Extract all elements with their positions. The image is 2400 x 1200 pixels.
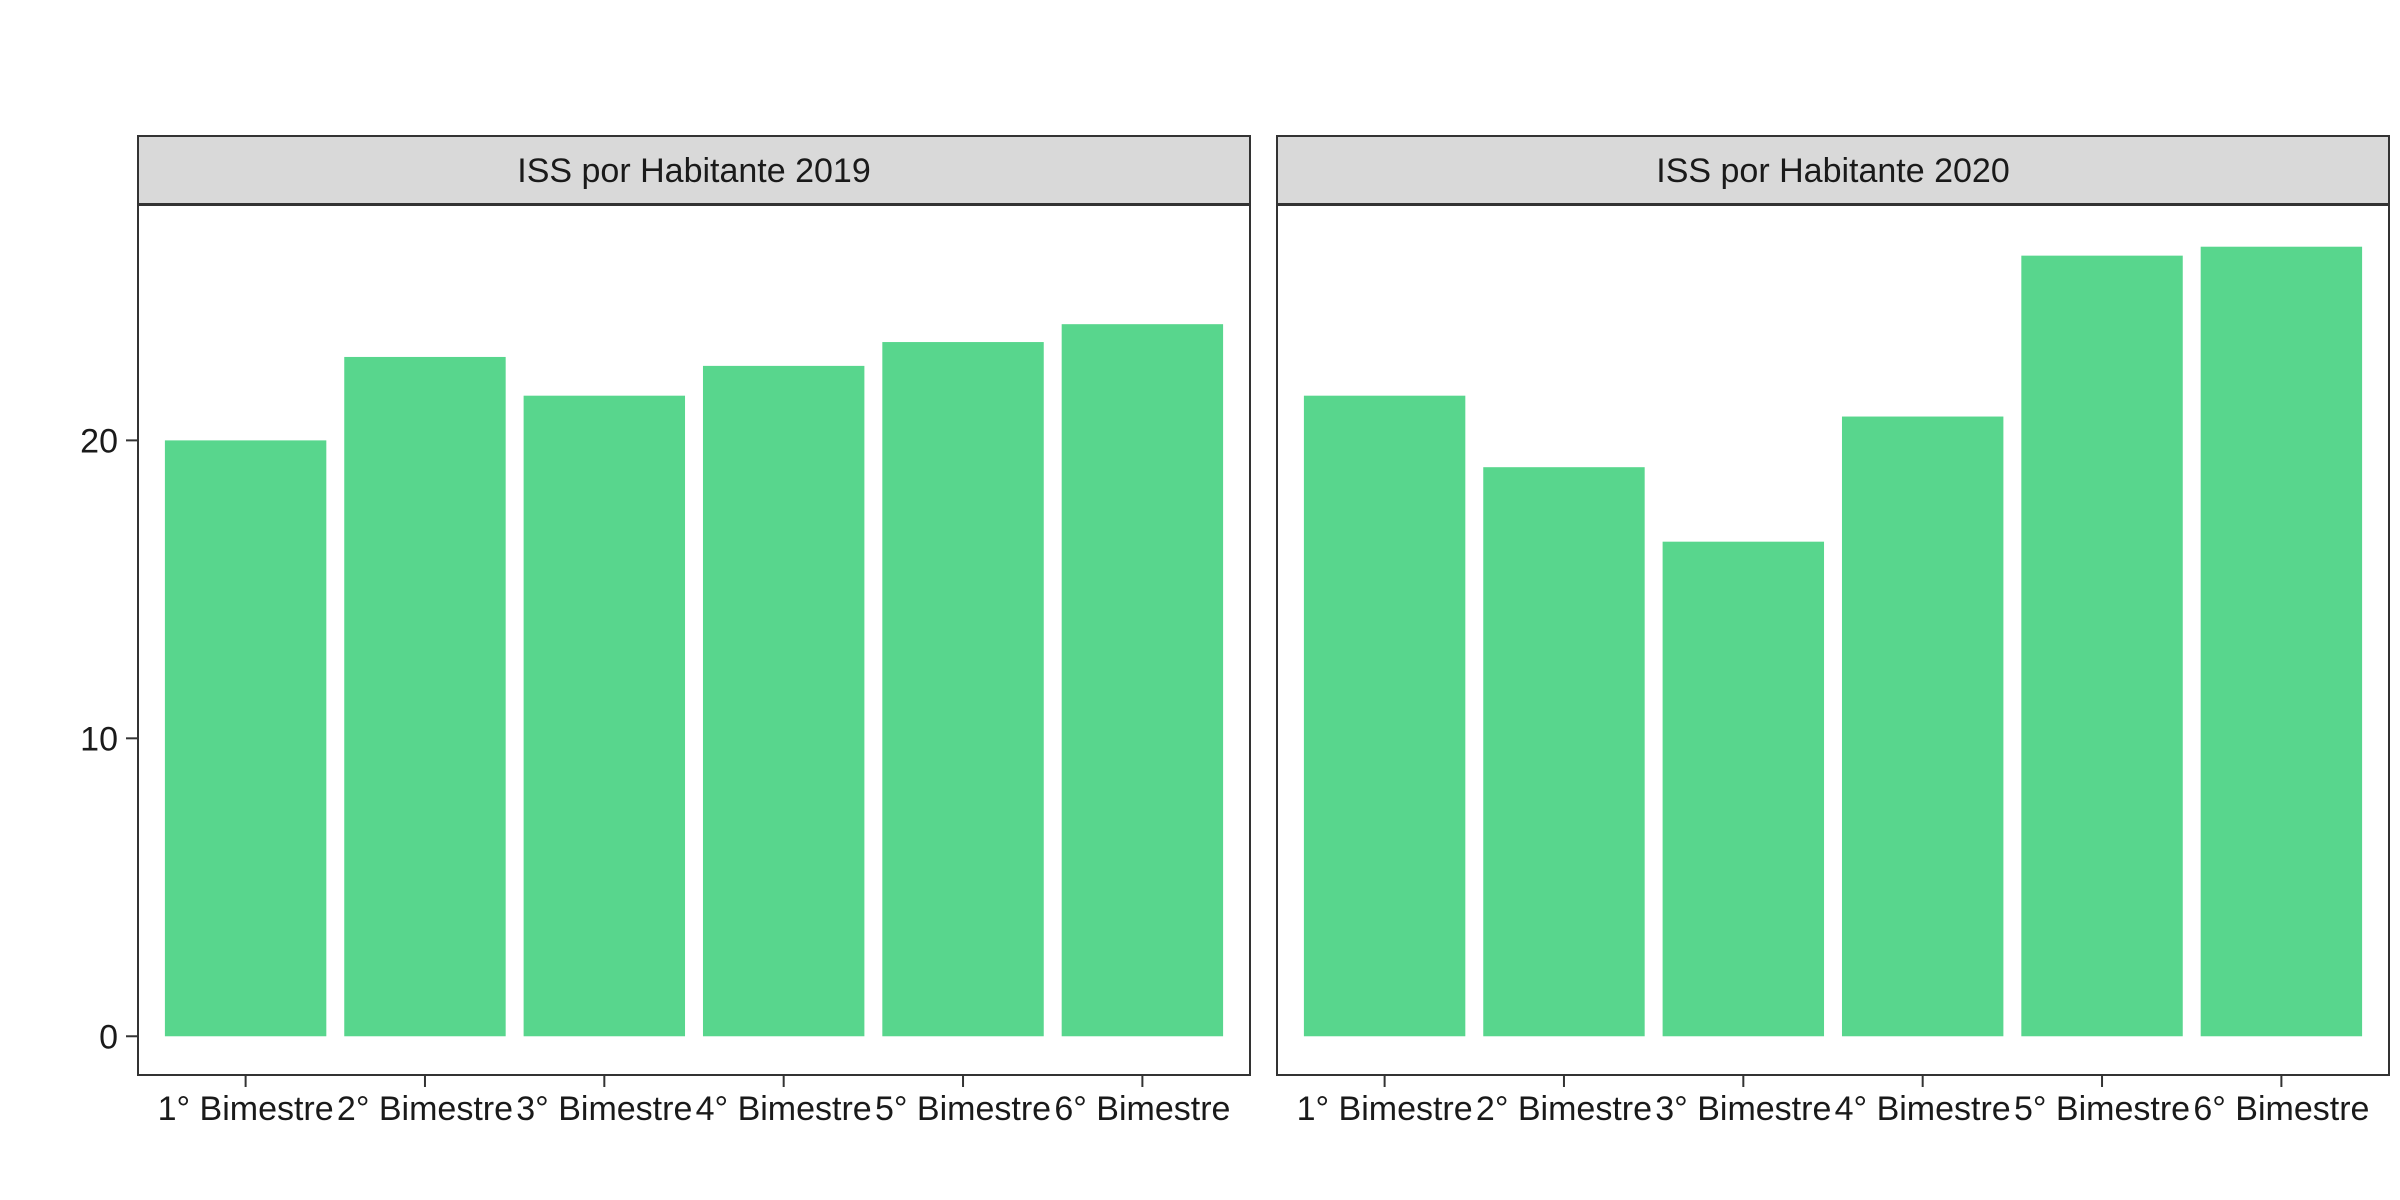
bar — [1483, 467, 1645, 1037]
facet-panel: ISS por Habitante 2020 1° Bimestre 2° Bime… — [1276, 135, 2390, 1128]
facet-strip — [137, 135, 1251, 205]
x-tick-label: 5° Bimestre — [875, 1090, 1051, 1128]
bar — [344, 356, 506, 1037]
x-tick-label: 3° Bimestre — [1655, 1090, 1831, 1128]
y-tick-label: 0 — [99, 1018, 118, 1056]
bar — [164, 440, 327, 1037]
facet-title: ISS por Habitante 2019 — [517, 152, 870, 190]
x-tick-label: 2° Bimestre — [1476, 1090, 1652, 1128]
y-axis: 0 10 20 — [80, 422, 138, 1056]
x-tick-label: 1° Bimestre — [158, 1090, 334, 1128]
x-tick-label: 5° Bimestre — [2014, 1090, 2190, 1128]
facet-panel: ISS por Habitante 2019 1° Bimestre 2° Bime… — [137, 135, 1251, 1128]
panel-border — [137, 204, 1251, 1076]
x-tick-label: 6° Bimestre — [1054, 1090, 1230, 1128]
bar — [702, 365, 865, 1037]
y-tick-label: 20 — [80, 422, 118, 460]
bar — [1841, 416, 2004, 1037]
bar — [2021, 255, 2183, 1037]
bar — [1662, 541, 1825, 1037]
bar — [1061, 324, 1224, 1037]
x-tick-label: 4° Bimestre — [696, 1090, 872, 1128]
x-tick-label: 3° Bimestre — [516, 1090, 692, 1128]
y-tick-label: 10 — [80, 720, 118, 758]
x-tick-label: 2° Bimestre — [337, 1090, 513, 1128]
x-tick-label: 6° Bimestre — [2193, 1090, 2369, 1128]
x-tick-label: 4° Bimestre — [1835, 1090, 2011, 1128]
bar — [2200, 246, 2363, 1037]
bar — [1303, 395, 1466, 1037]
panel-border — [1276, 204, 2390, 1076]
bar — [523, 395, 686, 1037]
facet-strip — [1276, 135, 2390, 205]
facet-title: ISS por Habitante 2020 — [1656, 152, 2009, 190]
bar — [882, 342, 1044, 1037]
x-tick-label: 1° Bimestre — [1297, 1090, 1473, 1128]
